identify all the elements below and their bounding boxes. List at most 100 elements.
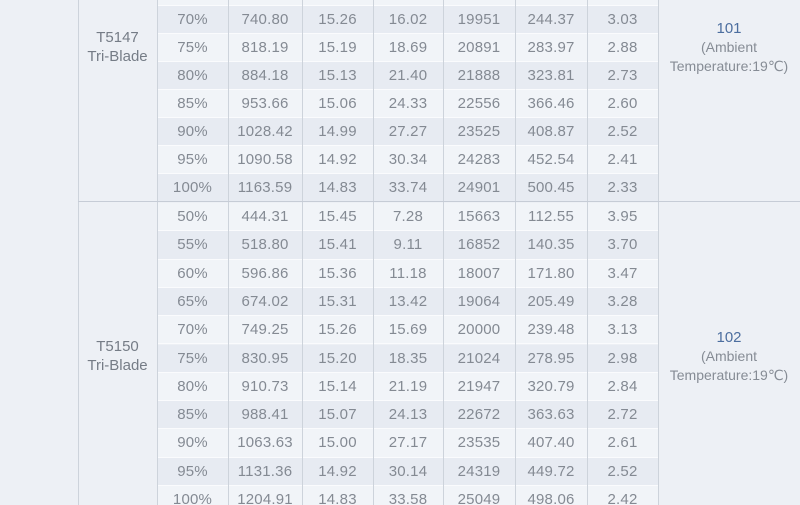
value-cell: 2.98 [607,349,638,367]
value-cell: 283.97 [527,39,575,56]
value-cell: 953.66 [241,95,289,112]
value-cell: 18007 [457,264,501,282]
value-cell: 2.88 [607,39,638,56]
value-cell: 2.73 [607,67,638,84]
value-cell: 25049 [457,491,501,505]
value-cell: 518.80 [241,236,289,254]
value-cell: 498.06 [527,491,575,505]
value-cell: 2.60 [607,95,638,112]
value-cell: 27.17 [388,434,428,452]
load-cell: 95% [177,151,208,168]
value-cell: 15.00 [318,434,357,452]
column-divider [443,0,444,505]
value-cell: 205.49 [527,292,575,310]
value-cell: 818.19 [241,39,289,56]
model-cell-t5147: T5147 Tri-Blade [87,29,148,65]
column-divider [515,0,516,505]
value-cell: 15.13 [318,67,357,84]
value-cell: 14.83 [318,179,357,196]
value-cell: 7.28 [393,208,423,225]
value-cell: 21.19 [388,377,428,395]
value-cell: 33.74 [388,179,428,196]
value-cell: 15.36 [318,264,357,282]
load-cell: 50% [177,208,208,225]
value-cell: 320.79 [527,377,575,395]
value-cell: 21947 [457,377,501,395]
value-cell: 244.37 [527,11,575,28]
value-cell: 3.95 [607,208,638,225]
value-cell: 20891 [457,39,501,56]
remark-ref: 102 [716,329,742,346]
table-row: 55% 518.80 15.41 9.11 16852 140.35 3.70 [157,231,658,260]
value-cell: 24283 [457,151,501,168]
value-cell: 16852 [457,236,501,254]
value-cell: 15.69 [388,321,428,339]
load-cell: 100% [172,491,213,505]
value-cell: 11.18 [389,264,427,282]
column-divider [373,0,374,505]
load-cell: 85% [177,95,208,112]
value-cell: 1131.36 [237,462,293,480]
table-row: 90% 1028.42 14.99 27.27 23525 408.87 2.52 [157,118,658,146]
value-cell: 2.42 [607,491,638,505]
value-cell: 15663 [457,208,501,225]
value-cell: 1204.91 [237,491,293,505]
load-cell: 70% [177,321,208,339]
partial-row-strip [157,0,658,6]
table-row: 65% 674.02 15.31 13.42 19064 205.49 3.28 [157,287,658,317]
table-row: 60% 596.86 15.36 11.18 18007 171.80 3.47 [157,259,658,288]
value-cell: 3.28 [607,292,638,310]
value-cell: 988.41 [241,406,289,424]
value-cell: 18.69 [388,39,428,56]
value-cell: 33.58 [388,491,428,505]
load-cell: 55% [177,236,208,254]
value-cell: 15.45 [318,208,357,225]
value-cell: 112.55 [528,208,574,225]
load-cell: 90% [177,434,208,452]
value-cell: 884.18 [241,67,289,84]
value-cell: 18.35 [388,349,428,367]
table-row: 95% 1131.36 14.92 30.14 24319 449.72 2.52 [157,457,658,486]
value-cell: 171.80 [527,264,575,282]
value-cell: 15.19 [318,39,357,56]
remark-note: (Ambient Temperature:19℃) [669,348,789,383]
table-row: 85% 988.41 15.07 24.13 22672 363.63 2.72 [157,401,658,430]
table-row: 100% 1204.91 14.83 33.58 25049 498.06 2.42 [157,486,658,505]
value-cell: 596.86 [241,264,289,282]
value-cell: 16.02 [388,11,428,28]
value-cell: 15.26 [318,321,357,339]
value-cell: 15.14 [318,377,357,395]
table-row: 50% 444.31 15.45 7.28 15663 112.55 3.95 [157,203,658,232]
column-divider [302,0,303,505]
column-divider [157,0,158,505]
load-cell: 80% [177,67,208,84]
table-row: 80% 884.18 15.13 21.40 21888 323.81 2.73 [157,62,658,90]
value-cell: 1028.42 [237,123,293,140]
value-cell: 323.81 [527,67,575,84]
value-cell: 1063.63 [237,434,293,452]
value-cell: 21024 [457,349,501,367]
value-cell: 15.41 [318,236,357,254]
model-cell-t5150: T5150 Tri-Blade [87,338,148,374]
value-cell: 452.54 [527,151,575,168]
value-cell: 910.73 [241,377,289,395]
value-cell: 2.84 [607,377,638,395]
value-cell: 9.11 [393,236,423,254]
value-cell: 15.20 [318,349,357,367]
value-cell: 1163.59 [237,179,293,196]
value-cell: 408.87 [527,123,575,140]
value-cell: 24901 [457,179,501,196]
value-cell: 15.26 [318,11,357,28]
value-cell: 30.34 [388,151,428,168]
remark-cell-101: 101 (Ambient Temperature:19℃) [658,19,800,76]
load-cell: 100% [172,179,213,196]
value-cell: 20000 [457,321,501,339]
value-cell: 14.83 [318,491,357,505]
column-divider [78,0,79,505]
value-cell: 14.92 [318,151,357,168]
value-cell: 21.40 [388,67,428,84]
value-cell: 27.27 [388,123,428,140]
value-cell: 24.33 [388,95,428,112]
load-cell: 95% [177,462,208,480]
